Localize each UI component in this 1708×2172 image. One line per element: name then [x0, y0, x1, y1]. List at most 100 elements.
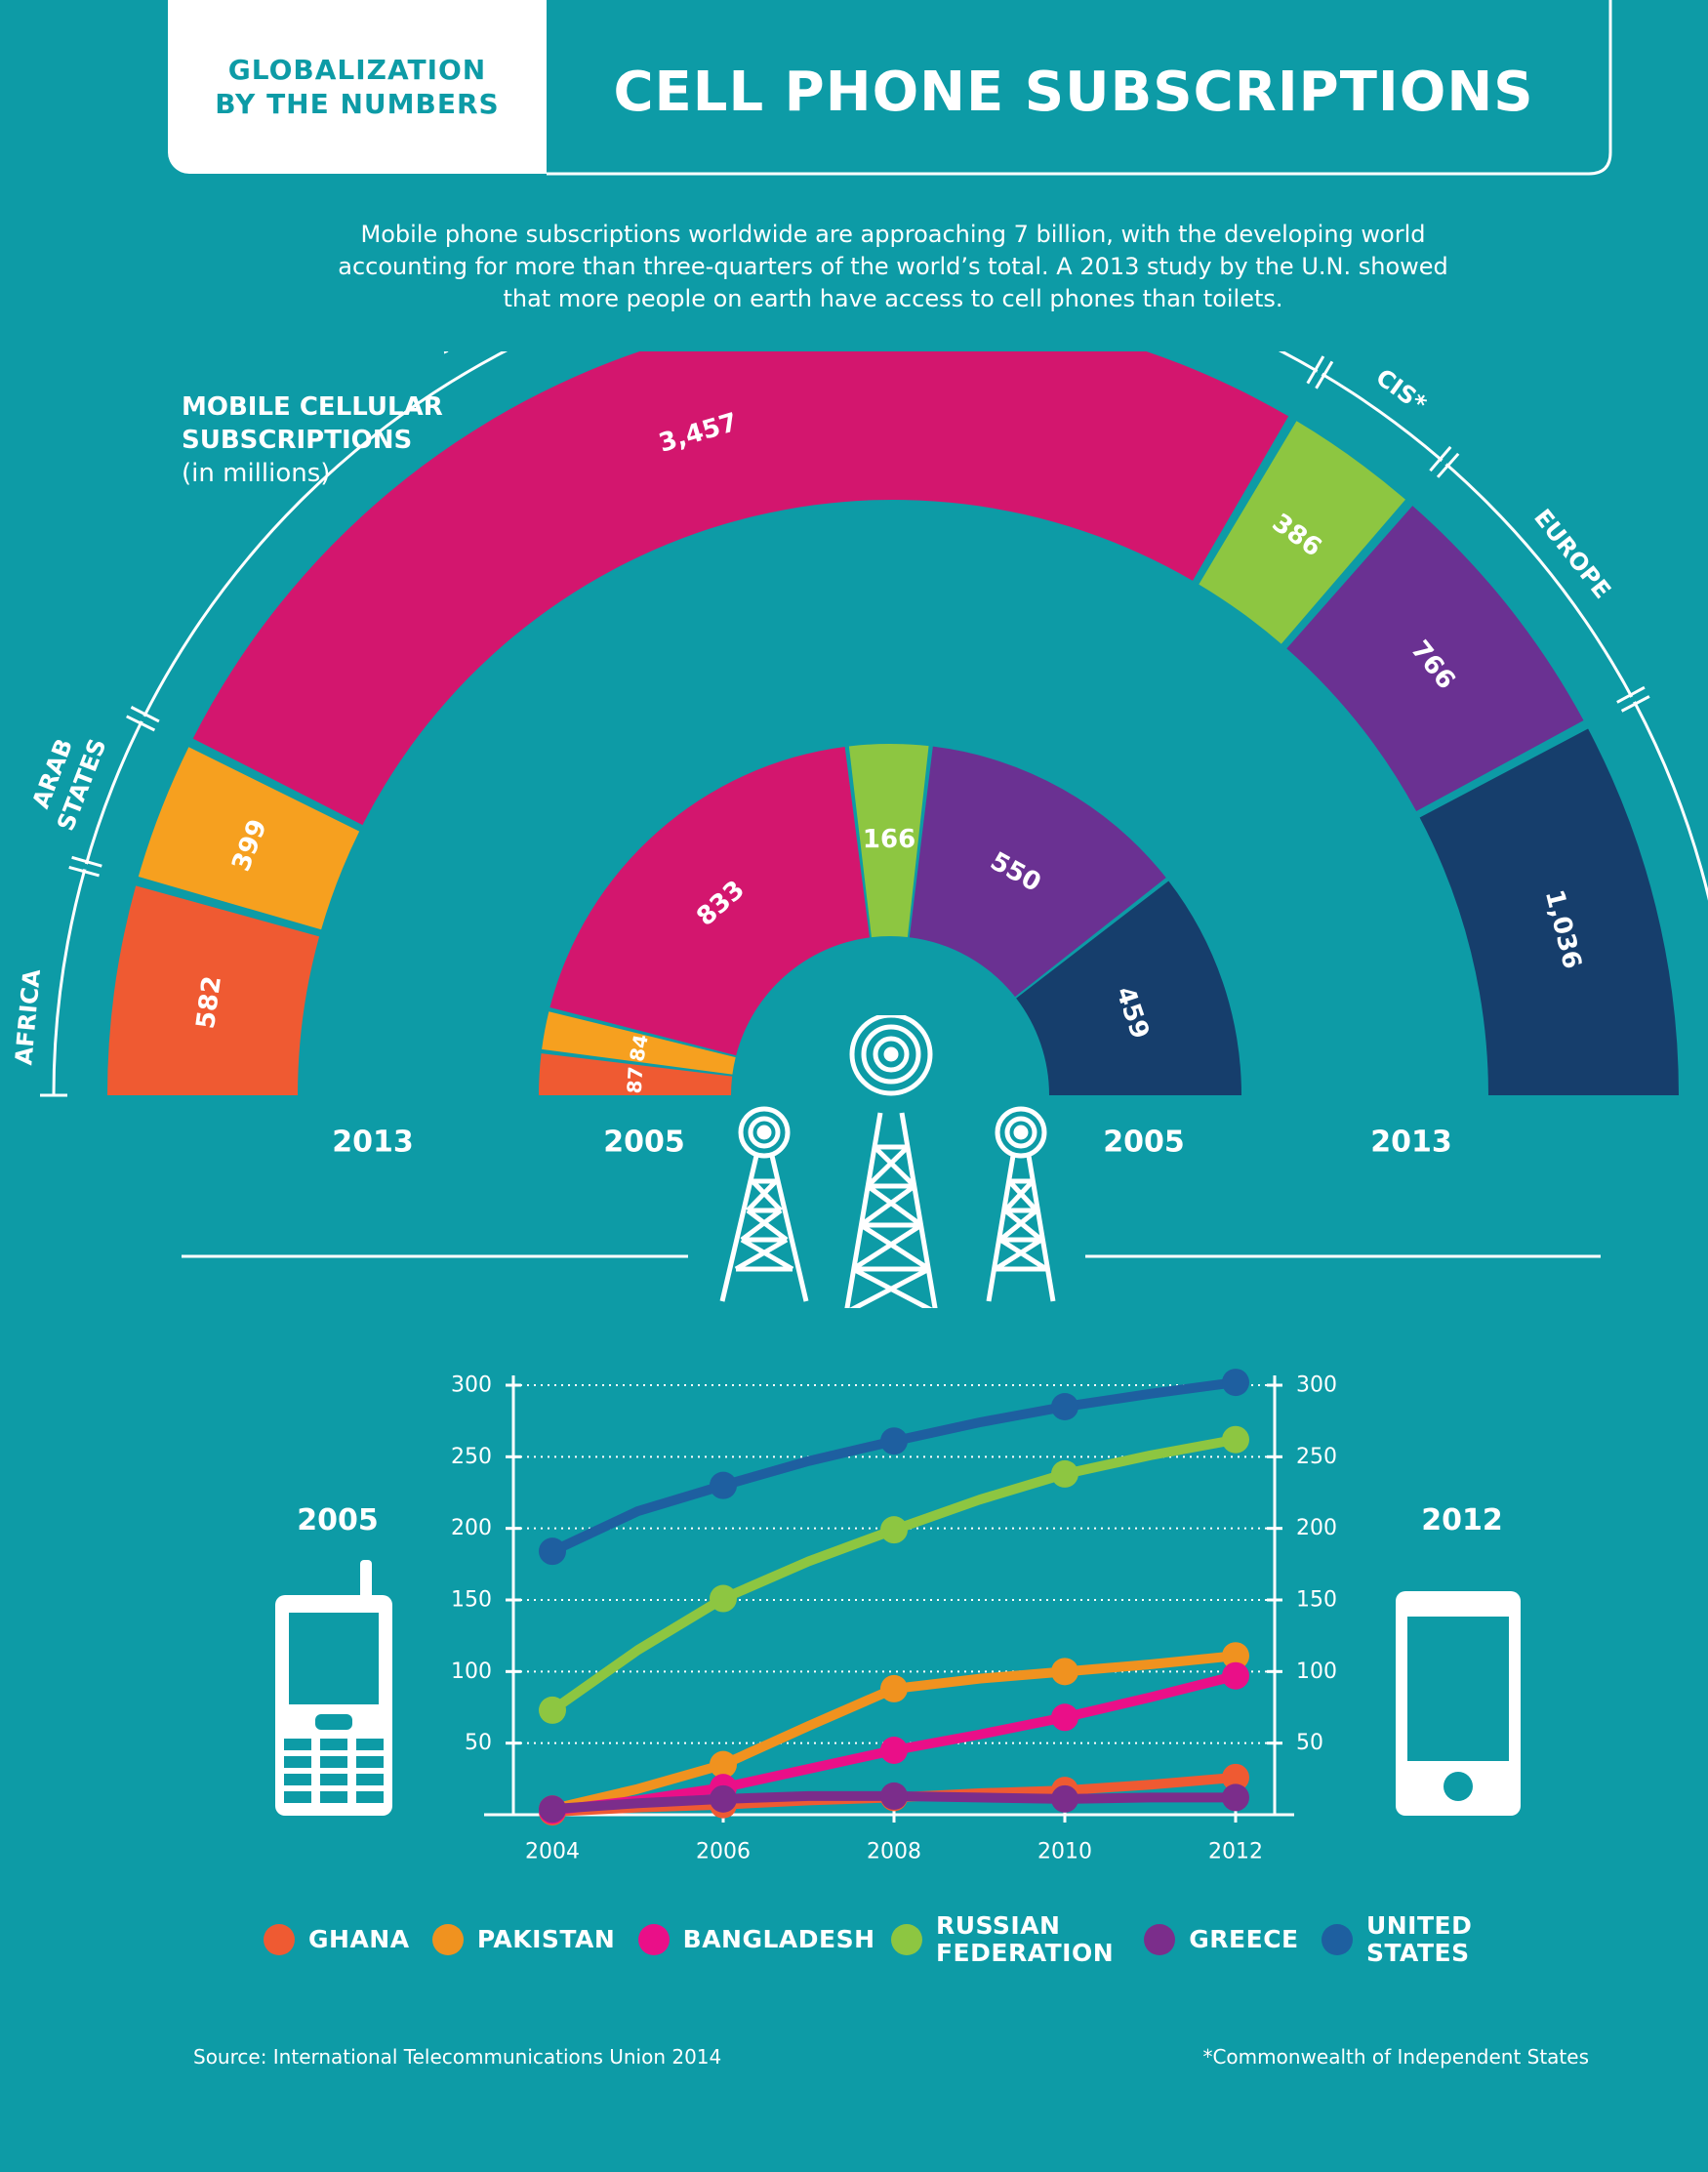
- subscriptions-line-chart: 50 50 100 100 150 150 200 200 250 250 300 300 2004 20…: [451, 1369, 1337, 1865]
- legend-swatch: [1321, 1924, 1353, 1955]
- region-label-asia-pacific: ASIA & PACIFIC: [435, 351, 629, 359]
- ring-2013-slice-europe: [1286, 506, 1584, 812]
- point-russian-federation-2004: [539, 1696, 566, 1724]
- point-greece-2004: [539, 1795, 566, 1824]
- legend-item-ghana: GHANA: [264, 1924, 410, 1955]
- legend-swatch: [431, 1924, 464, 1955]
- point-bangladesh-2012: [1222, 1661, 1249, 1690]
- phone-year-right: 2012: [1421, 1503, 1503, 1537]
- point-ghana-2012: [1222, 1763, 1249, 1791]
- point-greece-2006: [710, 1784, 737, 1813]
- y-tick-label-right-200: 200: [1296, 1516, 1337, 1540]
- smartphone-icon: [1396, 1591, 1521, 1816]
- arc-break-gap: [1441, 459, 1447, 466]
- value-label-2013-africa: 582: [191, 974, 227, 1031]
- ring-2005-slice-africa: [539, 1053, 733, 1095]
- arc-break-tick: [1620, 695, 1650, 713]
- intro-line-2: accounting for more than three-quarters …: [338, 253, 1448, 280]
- ring-2013-slice-africa: [107, 885, 320, 1095]
- x-tick-label-2010: 2010: [1037, 1840, 1092, 1865]
- y-tick-label-right-100: 100: [1296, 1660, 1337, 1684]
- intro-line-3: that more people on earth have access to…: [503, 285, 1283, 312]
- y-tick-label-left-300: 300: [451, 1373, 492, 1398]
- point-united-states-2008: [880, 1427, 908, 1455]
- feature-phone-icon: [275, 1560, 392, 1816]
- arc-break-gap: [1317, 369, 1323, 376]
- series-badge-line-2: BY THE NUMBERS: [215, 88, 500, 120]
- ring-2013-slice-the-americas: [1419, 728, 1679, 1095]
- point-pakistan-2010: [1051, 1658, 1078, 1686]
- point-bangladesh-2008: [880, 1737, 908, 1764]
- ring-2005-slice-europe: [909, 746, 1166, 998]
- page-title: CELL PHONE SUBSCRIPTIONS: [613, 61, 1534, 124]
- point-united-states-2012: [1222, 1369, 1249, 1397]
- ring-2005-slice-cis: [848, 744, 929, 938]
- point-bangladesh-2010: [1051, 1703, 1078, 1732]
- point-russian-federation-2006: [710, 1584, 737, 1613]
- point-pakistan-2008: [880, 1674, 908, 1702]
- legend-item-pakistan: PAKISTAN: [431, 1924, 615, 1955]
- y-tick-label-left-200: 200: [451, 1516, 492, 1540]
- footnote: *Commonwealth of Independent States: [1202, 2045, 1589, 2069]
- donut-chart-title: MOBILE CELLULAR SUBSCRIPTIONS: [182, 390, 443, 457]
- arc-break-tick: [126, 715, 156, 732]
- point-russian-federation-2012: [1222, 1425, 1249, 1454]
- ring-2013-slice-asia-pacific: [192, 351, 1289, 826]
- y-tick-label-right-250: 250: [1296, 1445, 1337, 1469]
- legend-item-greece: GREECE: [1144, 1924, 1298, 1955]
- point-greece-2008: [880, 1782, 908, 1810]
- point-united-states-2004: [539, 1537, 566, 1566]
- point-russian-federation-2010: [1051, 1459, 1078, 1488]
- y-tick-label-left-50: 50: [465, 1731, 492, 1755]
- arc-break-tick: [1315, 360, 1334, 389]
- x-tick-label-2006: 2006: [696, 1840, 751, 1865]
- point-greece-2010: [1051, 1784, 1078, 1813]
- arc-break-gap: [82, 863, 89, 870]
- point-united-states-2006: [710, 1471, 737, 1499]
- series-badge: GLOBALIZATION BY THE NUMBERS: [168, 0, 547, 174]
- line-chart-legend: GHANA PAKISTAN BANGLADESH RUSSIAN FEDERATIO…: [264, 1906, 1552, 1974]
- y-tick-label-left-150: 150: [451, 1588, 492, 1613]
- intro-line-1: Mobile phone subscriptions worldwide are…: [360, 221, 1426, 248]
- legend-label: GREECE: [1189, 1925, 1299, 1953]
- point-greece-2012: [1222, 1783, 1249, 1812]
- point-pakistan-2012: [1222, 1642, 1249, 1670]
- arc-break-tick: [1429, 445, 1452, 472]
- arc-break-tick: [1436, 452, 1460, 478]
- x-tick-label-2004: 2004: [525, 1840, 580, 1865]
- y-tick-label-left-100: 100: [451, 1660, 492, 1684]
- y-tick-label-right-50: 50: [1296, 1731, 1323, 1755]
- legend-swatch: [637, 1924, 670, 1955]
- legend-label: UNITED STATES: [1365, 1911, 1473, 1967]
- arc-break-tick: [1616, 685, 1646, 704]
- ring-2013-slice-arab-states: [138, 747, 360, 930]
- x-tick-label-2012: 2012: [1208, 1840, 1263, 1865]
- point-russian-federation-2008: [880, 1516, 908, 1544]
- point-united-states-2010: [1051, 1393, 1078, 1420]
- source-note: Source: International Telecommunications…: [193, 2045, 722, 2069]
- arc-break-gap: [140, 716, 146, 722]
- regional-donut-chart: 5823993,4573867661,0368784833166550459AF…: [10, 351, 1708, 1160]
- ring-year-label-1: 2005: [603, 1126, 685, 1160]
- donut-chart-unit: (in millions): [182, 459, 331, 488]
- value-label-2005-africa: 87: [623, 1066, 648, 1094]
- value-label-2005-arab-states: 84: [625, 1033, 653, 1064]
- legend-label: GHANA: [308, 1925, 410, 1953]
- y-tick-label-right-150: 150: [1296, 1588, 1337, 1613]
- radio-tower-icon: [719, 1015, 1056, 1308]
- arc-break-gap: [1630, 696, 1637, 703]
- legend-item-russian-federation: RUSSIAN FEDERATION: [890, 1911, 1121, 1967]
- tower-illustration: [182, 1015, 1601, 1308]
- arc-break-tick: [71, 855, 102, 868]
- y-tick-label-right-300: 300: [1296, 1373, 1337, 1398]
- legend-label: BANGLADESH: [682, 1925, 875, 1953]
- legend-swatch: [264, 1924, 295, 1955]
- legend-swatch: [890, 1924, 922, 1955]
- legend-label: RUSSIAN FEDERATION: [935, 1911, 1115, 1967]
- value-label-2005-cis: 166: [863, 825, 915, 854]
- ring-2005-slice-the-americas: [1016, 881, 1241, 1095]
- legend-item-united-states: UNITED STATES: [1321, 1911, 1552, 1967]
- intro-paragraph: Mobile phone subscriptions worldwide are…: [244, 219, 1542, 315]
- donut-title-line-2: SUBSCRIPTIONS: [182, 426, 413, 455]
